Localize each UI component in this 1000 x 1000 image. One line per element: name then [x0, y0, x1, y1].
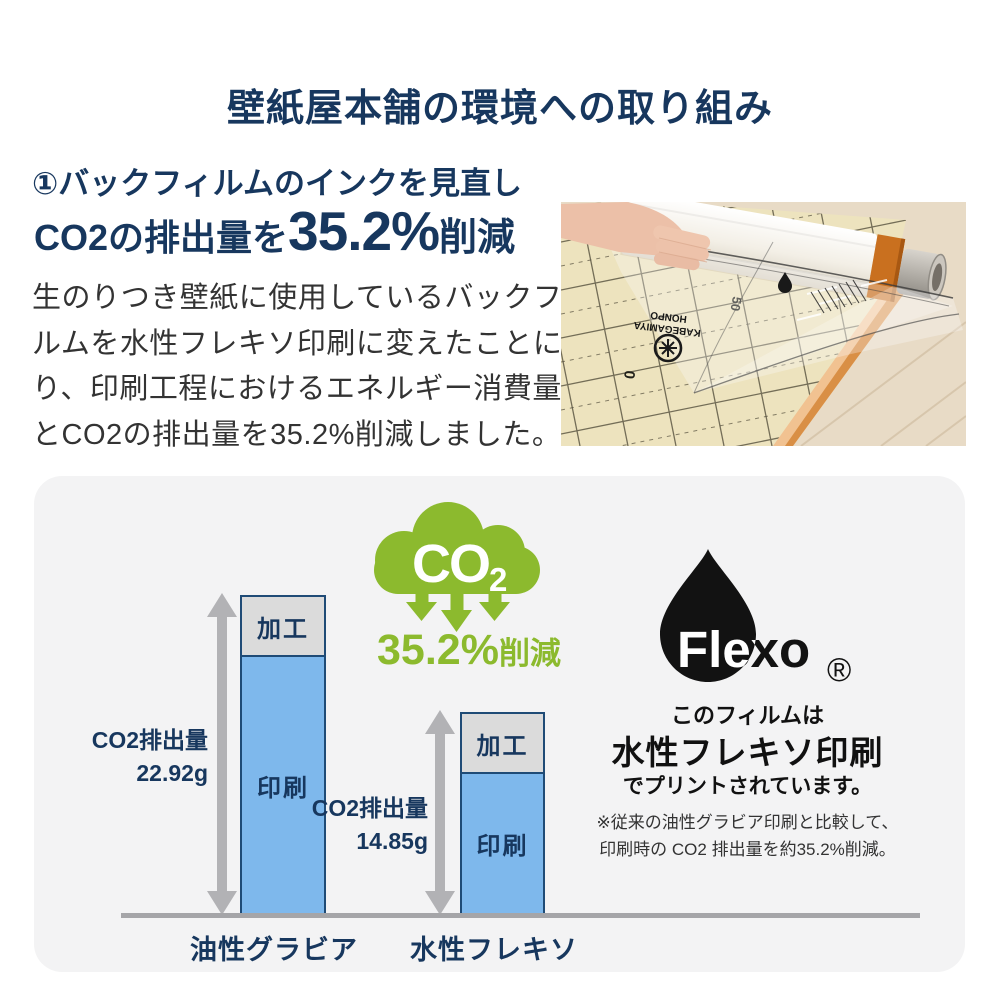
- page-title: 壁紙屋本舗の環境への取り組み: [226, 88, 773, 131]
- co2-cloud-icon: CO2: [374, 502, 540, 632]
- hand: [561, 202, 712, 271]
- film-drop-mark: [778, 272, 792, 294]
- bar-annotation: CO2排出量 14.85g: [311, 795, 428, 854]
- product-photo: 10 50 0: [561, 202, 966, 446]
- flexo-caption-line2: 水性フレキソ印刷: [611, 734, 884, 771]
- measure-arrow-right: [425, 710, 455, 915]
- bar-segment-printing: 印刷: [257, 774, 309, 802]
- body-paragraph: 生のりつき壁紙に使用しているバックフィ ルムを水性フレキソ印刷に変えたことによ …: [32, 282, 592, 451]
- film-print-hatch: [810, 279, 867, 314]
- headline-suffix: 削減: [438, 217, 515, 259]
- headline-percent: 35.2%: [288, 200, 440, 262]
- flexo-logo: Flexo Flexo ®: [660, 549, 851, 688]
- flexo-caption-line1: このフィルムは: [670, 703, 825, 728]
- svg-text:Flexo: Flexo: [677, 621, 810, 678]
- reduction-percent-label: 35.2%削減: [377, 626, 561, 674]
- measure-arrow-left: [207, 593, 237, 915]
- flexo-footnote-line1: ※従来の油性グラビア印刷と比較して、: [596, 813, 899, 832]
- co2-reduction-headline: CO2の排出量を35.2%削減: [34, 204, 515, 259]
- chart-baseline: [121, 913, 920, 918]
- film-circle-logo: [653, 333, 683, 363]
- ruler-mark: 0: [620, 370, 638, 380]
- category-label-water-flexo: 水性フレキソ: [410, 935, 578, 965]
- bar-oil-gravure: 加工 印刷: [240, 595, 326, 915]
- svg-text:HONPO: HONPO: [650, 309, 688, 324]
- product-photo-illustration: 10 50 0: [561, 202, 966, 446]
- flexo-caption-line3: でプリントされています。: [622, 775, 873, 798]
- cloud-co2-label: CO2: [412, 534, 507, 598]
- section-heading: ①バックフィルムのインクを見直し: [32, 166, 523, 201]
- bar-segment-printing: 印刷: [476, 833, 529, 860]
- bar-segment-processing: 加工: [462, 714, 543, 774]
- bar-segment-processing: 加工: [242, 597, 324, 657]
- flexo-drop-icon: [660, 549, 756, 682]
- headline-prefix: CO2の排出量を: [34, 217, 289, 258]
- registered-mark: ®: [827, 651, 851, 688]
- bar-annotation: CO2排出量 22.92g: [91, 727, 208, 786]
- transparent-film: KABEGAMIYA HONPO: [604, 235, 963, 394]
- category-label-oil-gravure: 油性グラビア: [190, 935, 358, 965]
- flexo-footnote-line2: 印刷時の CO2 排出量を約35.2%削減。: [599, 840, 896, 859]
- bar-water-flexo: 加工 印刷: [460, 712, 545, 915]
